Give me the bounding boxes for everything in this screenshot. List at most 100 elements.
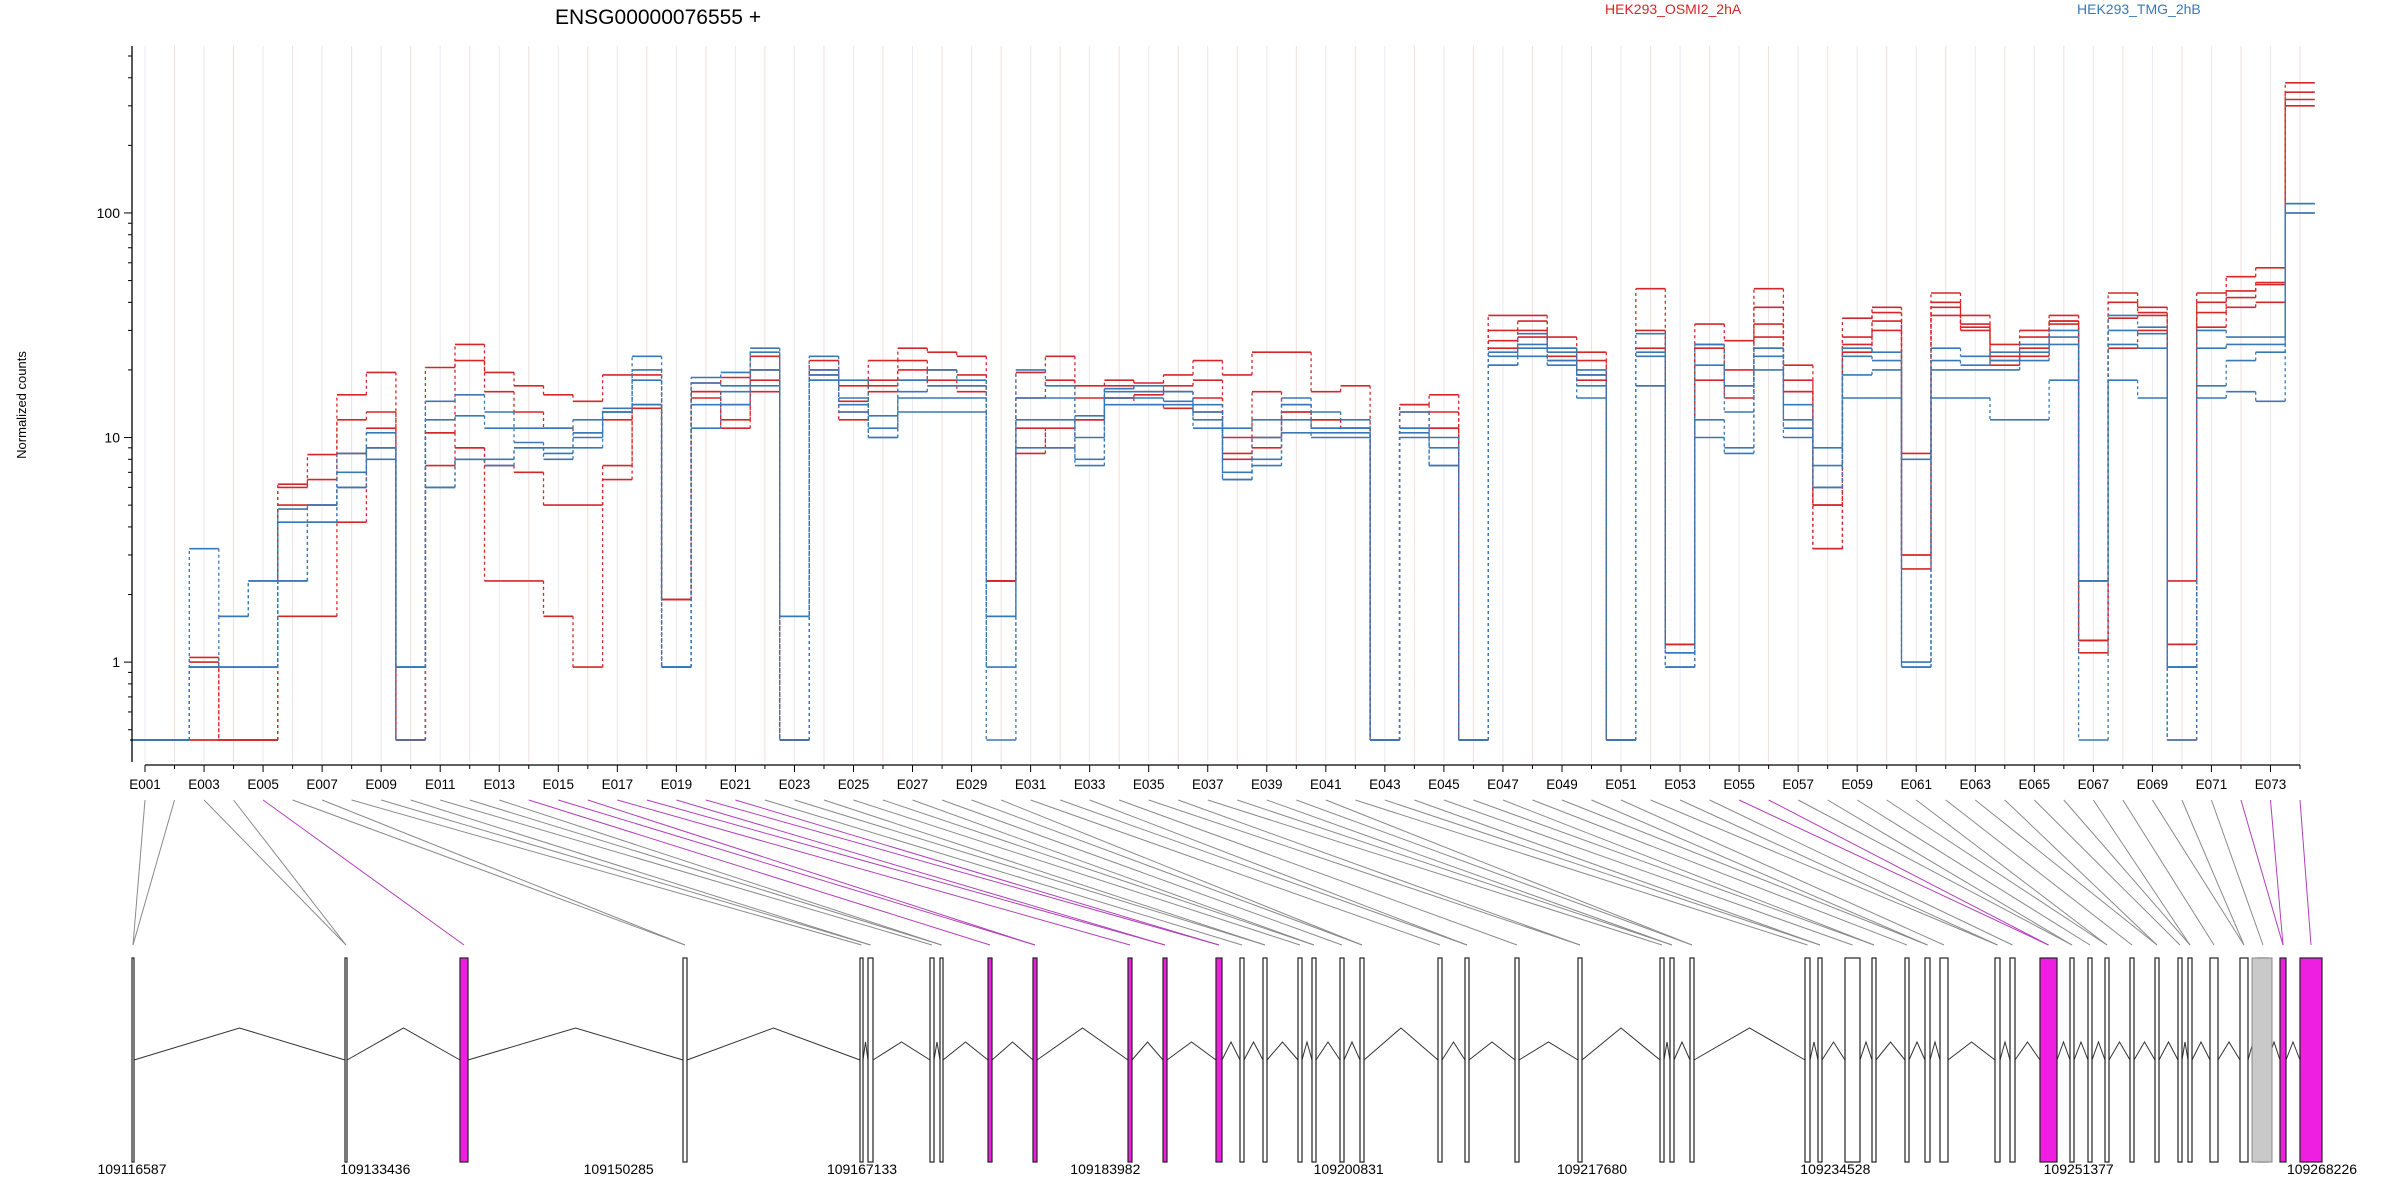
exon-box (1924, 957, 1931, 1163)
intron-line (1693, 1027, 1806, 1061)
exon-tick-label: E063 (1960, 777, 1992, 792)
exon-tick-label: E037 (1192, 777, 1224, 792)
connector (1000, 799, 1363, 946)
exon-box (867, 957, 874, 1163)
exon-box (1939, 957, 1949, 1163)
exon-tick-label: E029 (956, 777, 988, 792)
exon-box (2129, 957, 2135, 1163)
exon-tick-label: E053 (1664, 777, 1696, 792)
connector (440, 799, 933, 946)
intron-line (1363, 1027, 1439, 1061)
exon-box (1239, 957, 1245, 1163)
connector (1325, 799, 1693, 946)
exon-tick-label: E017 (602, 777, 634, 792)
exon-box (1339, 957, 1345, 1163)
y-tick-label: 100 (97, 205, 121, 221)
legend-entry-tmg: HEK293_TMG_2hB (2077, 1, 2201, 17)
exon-box-gray (2251, 957, 2273, 1163)
exon-tick-label: E071 (2196, 777, 2228, 792)
exon-box-highlight (459, 957, 469, 1163)
connector (410, 799, 871, 946)
exon-tick-label: E021 (720, 777, 752, 792)
exon-box (131, 957, 135, 1163)
intron-line (1441, 1041, 1466, 1061)
exon-box (1514, 957, 1520, 1163)
exon-box (1844, 957, 1861, 1163)
connector-highlight (262, 799, 465, 946)
connector (794, 799, 1266, 946)
connector (1089, 799, 1468, 946)
connector-highlight (1738, 799, 2049, 946)
connector (1561, 799, 1928, 946)
intron-line (1166, 1041, 1217, 1061)
connector-highlight (558, 799, 1036, 946)
exon-grid (144, 46, 2301, 762)
y-tick-label: 1 (112, 654, 120, 670)
intron-line (1266, 1041, 1299, 1061)
connector (823, 799, 1266, 946)
intron-line (467, 1027, 684, 1061)
exon-box (1262, 957, 1268, 1163)
connector (203, 799, 347, 946)
intron-line (2285, 1040, 2301, 1061)
exon-box (1297, 957, 1303, 1163)
exon-box (2009, 957, 2016, 1163)
intron-line (1821, 1041, 1846, 1061)
exon-tick-label: E067 (2078, 777, 2110, 792)
connector (2063, 799, 2191, 946)
genomic-tick-label: 109200831 (1314, 1161, 1384, 1177)
intron-line (2073, 1040, 2089, 1061)
intron-line (872, 1041, 931, 1061)
exon-tick-label: E051 (1605, 777, 1637, 792)
connector (882, 799, 1315, 946)
intron-line (1859, 1040, 1873, 1061)
series-line (130, 212, 2315, 741)
exon-box-highlight (2039, 957, 2058, 1163)
intron-line (1315, 1041, 1341, 1061)
exon-tick-label: E019 (661, 777, 693, 792)
connector-highlight (587, 799, 1036, 946)
exon-tick-label: E027 (897, 777, 929, 792)
intron-line (1243, 1040, 1264, 1061)
connector (2122, 799, 2215, 946)
intron-line (1518, 1041, 1579, 1061)
connector (1974, 799, 2158, 946)
connector (1207, 799, 1663, 946)
y-axis-label: Normalized counts (14, 351, 29, 459)
intron-line (1809, 1041, 1819, 1061)
exon-tick-label: E045 (1428, 777, 1460, 792)
connector (2004, 799, 2158, 946)
intron-line (1663, 1041, 1671, 1061)
intron-line (2108, 1041, 2131, 1061)
exon-box (1669, 957, 1675, 1163)
connector (1473, 799, 1875, 946)
connector-highlight (1768, 799, 2049, 946)
exon-box (1311, 957, 1317, 1163)
intron-line (1221, 1040, 1241, 1061)
intron-line (1929, 1040, 1941, 1061)
connector (2151, 799, 2245, 946)
intron-line (346, 1027, 461, 1061)
intron-line (1343, 1040, 1361, 1061)
genomic-tick-label: 109251377 (2044, 1161, 2114, 1177)
connector (971, 799, 1363, 946)
connector (321, 799, 686, 946)
intron-line (862, 1041, 869, 1061)
exon-box (2239, 957, 2249, 1163)
connector (912, 799, 1315, 946)
connector (292, 799, 686, 946)
connector (1148, 799, 1581, 946)
exon-box (1577, 957, 1583, 1163)
intron-line (2181, 1041, 2189, 1061)
exon-tick-label: E041 (1310, 777, 1342, 792)
connector-highlight (676, 799, 1166, 946)
exon-connectors (132, 799, 2312, 946)
exon-box (2177, 957, 2183, 1163)
connector (1414, 799, 1821, 946)
connector (2210, 799, 2264, 946)
series-7 (130, 212, 2315, 741)
connector (1030, 799, 1441, 946)
connector-highlight (2269, 799, 2284, 946)
exon-tick-label: E001 (129, 777, 161, 792)
exon-tick-label: E059 (1841, 777, 1873, 792)
